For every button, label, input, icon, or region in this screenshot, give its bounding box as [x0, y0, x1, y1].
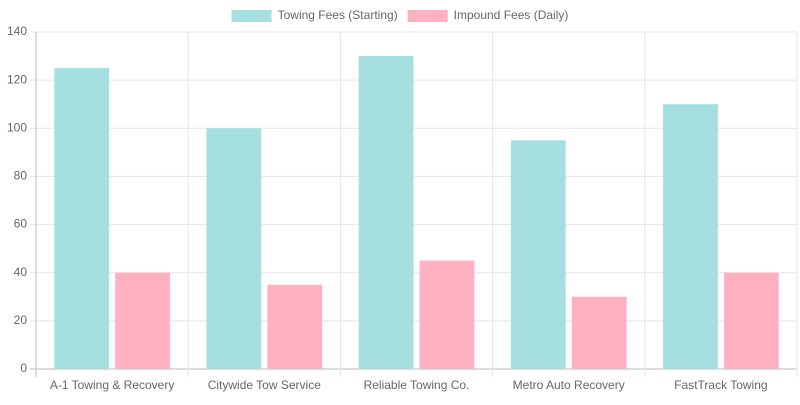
legend-swatch — [407, 10, 448, 22]
bar — [54, 68, 110, 369]
y-tick-label: 80 — [14, 169, 28, 183]
bar — [723, 272, 779, 369]
bar — [267, 284, 323, 369]
y-tick-label: 120 — [7, 72, 27, 86]
y-tick-label: 40 — [14, 265, 28, 279]
x-tick-label: Citywide Tow Service — [208, 378, 321, 392]
x-tick-label: A-1 Towing & Recovery — [50, 378, 175, 392]
x-tick-label: Reliable Towing Co. — [364, 378, 470, 392]
bar — [206, 128, 262, 369]
y-tick-label: 100 — [7, 120, 27, 134]
legend-label: Impound Fees (Daily) — [454, 8, 569, 22]
y-tick-label: 20 — [14, 313, 28, 327]
legend-swatch — [231, 10, 272, 22]
bar — [510, 140, 566, 369]
bar — [115, 272, 170, 369]
x-tick-label: Metro Auto Recovery — [513, 378, 625, 392]
bar — [419, 260, 475, 369]
legend-label: Towing Fees (Starting) — [278, 8, 398, 22]
y-tick-label: 0 — [20, 361, 27, 375]
bar — [358, 56, 414, 369]
bar — [663, 104, 718, 369]
x-tick-label: FastTrack Towing — [674, 378, 767, 392]
bar — [571, 296, 627, 369]
y-tick-label: 60 — [14, 217, 28, 231]
y-tick-label: 140 — [7, 24, 27, 38]
